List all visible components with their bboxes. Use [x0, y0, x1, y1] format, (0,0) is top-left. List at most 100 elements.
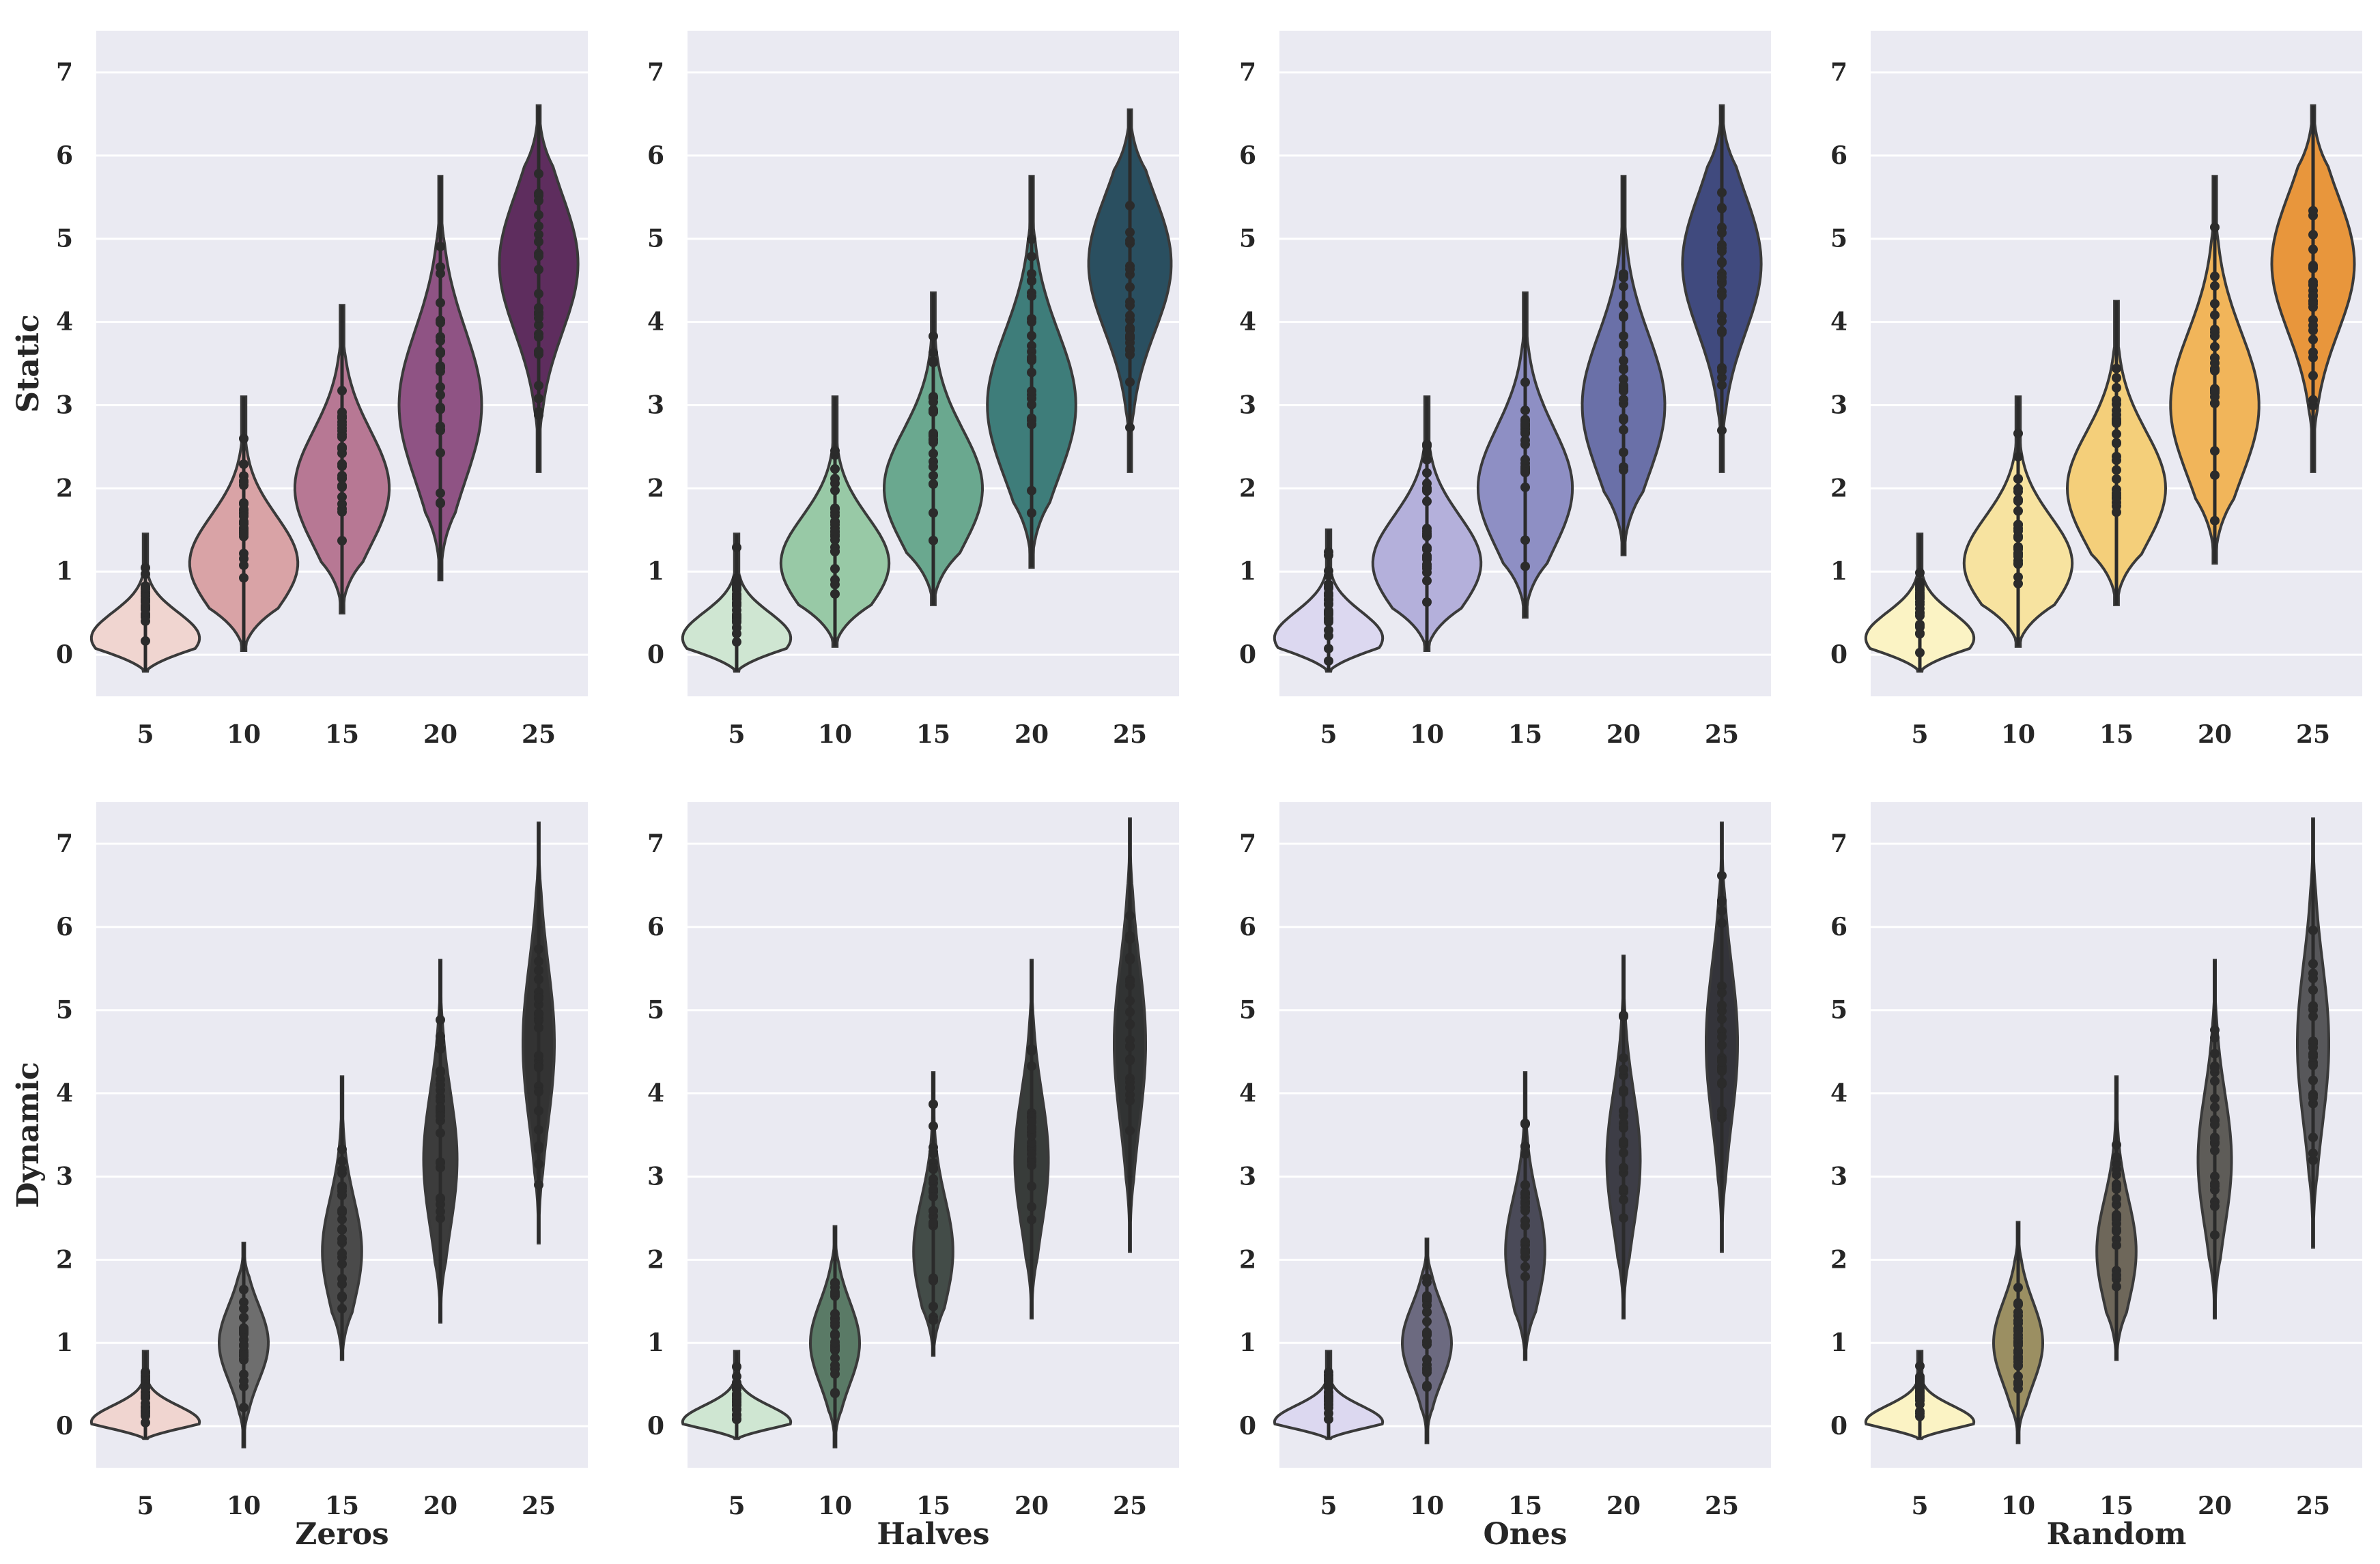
violin-point — [337, 442, 347, 452]
violin-point — [337, 536, 347, 545]
x-tick-label: 5 — [137, 1492, 154, 1520]
violin-point — [830, 589, 840, 599]
violin-point — [1520, 467, 1530, 477]
y-tick-label: 3 — [1239, 390, 1256, 419]
violin-point — [1619, 447, 1628, 457]
y-tick-label: 7 — [1239, 829, 1256, 858]
violin-point — [141, 582, 150, 593]
y-tick-label: 0 — [647, 640, 664, 669]
violin-point — [2308, 229, 2318, 240]
violin-point — [2112, 417, 2121, 427]
violin-point — [1717, 918, 1727, 928]
violin-point — [830, 464, 840, 474]
violin-point — [2013, 552, 2023, 561]
x-tick-label: 15 — [2099, 720, 2134, 749]
violin-point — [534, 346, 543, 356]
violin-point — [929, 1218, 938, 1228]
violin-point — [337, 1214, 347, 1225]
violin-point — [534, 974, 543, 984]
violin-point — [1619, 363, 1628, 373]
violin-point — [337, 499, 347, 509]
y-tick-label: 2 — [56, 474, 73, 502]
x-tick-label: 25 — [2296, 1492, 2330, 1520]
violin-point — [239, 1341, 249, 1351]
violin-point — [534, 956, 543, 967]
violin-point — [1619, 1163, 1628, 1173]
violin-point — [1422, 559, 1432, 569]
violin-point — [239, 1303, 249, 1313]
y-tick-label: 5 — [647, 225, 664, 253]
violin-point — [732, 605, 741, 615]
violin-point — [1619, 425, 1628, 435]
violin-point — [1717, 257, 1727, 268]
violin-point — [1915, 567, 1925, 578]
y-tick-label: 1 — [1239, 557, 1256, 586]
violin-point — [534, 1159, 543, 1169]
violin-point — [1619, 395, 1628, 405]
violin-point — [2308, 320, 2318, 330]
y-tick-label: 4 — [1830, 308, 1847, 337]
violin-point — [1125, 1035, 1135, 1045]
violin-point — [1422, 526, 1432, 537]
violin-point — [1717, 316, 1727, 326]
y-tick-label: 6 — [1830, 913, 1847, 941]
violin-point — [2308, 1001, 2318, 1011]
violin-point — [2308, 264, 2318, 274]
violin-point — [929, 1121, 938, 1131]
y-tick-label: 7 — [647, 58, 664, 87]
violin-point — [436, 1103, 445, 1113]
y-tick-label: 6 — [56, 141, 73, 170]
x-tick-label: 20 — [1015, 720, 1049, 749]
violin-point — [2210, 310, 2220, 320]
violin-point — [2308, 1133, 2318, 1143]
violin-point — [1125, 350, 1135, 360]
x-tick-label: 10 — [2001, 1492, 2035, 1520]
y-tick-label: 0 — [1239, 640, 1256, 669]
violin-point — [1619, 1085, 1628, 1095]
violin-point — [2308, 925, 2318, 935]
violin-point — [1422, 1367, 1432, 1378]
violin-point — [1717, 1032, 1727, 1042]
violin-point — [1027, 1137, 1036, 1148]
y-tick-label: 6 — [647, 913, 664, 941]
y-tick-label: 4 — [1830, 1079, 1847, 1108]
violin-point — [1125, 1055, 1135, 1066]
violin-point — [436, 1128, 445, 1138]
violin-point — [337, 408, 347, 417]
violin-point — [1125, 201, 1135, 211]
violin-point — [2210, 1230, 2220, 1240]
violin-point — [2210, 1025, 2220, 1035]
y-tick-label: 2 — [1239, 1245, 1256, 1274]
violin-point — [830, 1318, 840, 1328]
violin-point — [1422, 455, 1432, 465]
violin-point — [1324, 607, 1333, 617]
y-tick-label: 1 — [56, 1328, 73, 1357]
y-tick-label: 6 — [647, 141, 664, 170]
violin-point — [2013, 524, 2023, 533]
violin-point — [239, 1402, 249, 1412]
violin-point — [2210, 1171, 2220, 1182]
violin-point — [1717, 1057, 1727, 1067]
violin-point — [337, 459, 347, 469]
violin-point — [1422, 440, 1432, 449]
violin-point — [1027, 1044, 1036, 1054]
y-tick-label: 7 — [56, 58, 73, 87]
violin-point — [2112, 373, 2121, 383]
violin-point — [2112, 1193, 2121, 1204]
violin-point — [2210, 1146, 2220, 1156]
violin-point — [929, 356, 938, 367]
violin-point — [1324, 550, 1333, 560]
violin-point — [239, 1376, 249, 1386]
violin-point — [1324, 656, 1333, 666]
violin-point — [2013, 1283, 2023, 1292]
violin-point — [239, 560, 249, 571]
violin-point — [830, 535, 840, 545]
x-tick-label: 20 — [1606, 720, 1641, 749]
y-tick-label: 5 — [647, 996, 664, 1025]
violin-point — [337, 1183, 347, 1193]
y-tick-label: 5 — [56, 996, 73, 1025]
violin-point — [2210, 1076, 2220, 1086]
panel-dynamic-random: 0 1 2 3 4 5 6 7 5 10 15 20 25 Random — [1830, 802, 2362, 1552]
violin-point — [1027, 1061, 1036, 1071]
violin-point — [534, 1010, 543, 1019]
